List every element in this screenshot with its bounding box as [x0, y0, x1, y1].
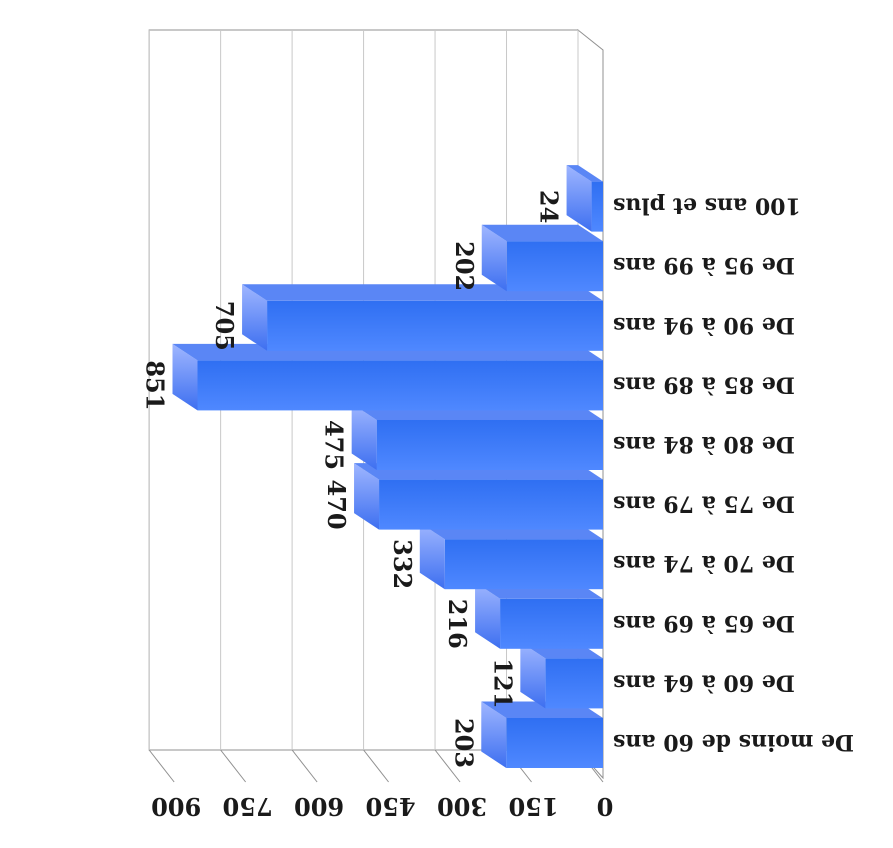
- bar-4: [419, 522, 603, 590]
- bar-bottom-face: [481, 224, 603, 242]
- bar-value-label: 851: [140, 360, 169, 410]
- category-label: De 80 à 84 ans: [613, 431, 795, 457]
- bar-8: [242, 284, 603, 351]
- bar-value-label: 216: [443, 599, 472, 649]
- category-label: De 70 à 74 ans: [613, 550, 795, 576]
- bar-5: [354, 463, 603, 530]
- y-tick-label: 0: [597, 792, 614, 821]
- bar-end-face: [475, 582, 501, 649]
- gridline-depth: [363, 749, 389, 783]
- bar-end-face: [520, 641, 546, 709]
- bar-7: [172, 343, 603, 411]
- category-label: De 60 à 64 ans: [613, 669, 795, 695]
- bar-2: [520, 641, 603, 709]
- bar-1: [481, 701, 603, 768]
- y-tick-label: 150: [508, 792, 558, 821]
- category-label: De 90 à 94 ans: [613, 312, 795, 338]
- gridline-depth: [148, 749, 175, 783]
- bar-front-face: [500, 598, 603, 649]
- gridline-depth: [291, 749, 318, 783]
- bar-9: [481, 224, 603, 292]
- bar-front-face: [591, 181, 603, 232]
- gridline-depth: [434, 749, 461, 783]
- bar-end-face: [419, 522, 445, 590]
- bar-end-face: [481, 701, 507, 768]
- category-label: De 75 à 79 ans: [613, 491, 795, 517]
- category-label: De 85 à 89 ans: [613, 371, 795, 397]
- bar-front-face: [267, 300, 603, 351]
- bar-front-face: [506, 718, 603, 768]
- bar-end-face: [354, 463, 380, 530]
- y-tick-label: 450: [366, 792, 416, 821]
- bar-value-label: 121: [488, 658, 517, 708]
- bar-end-face: [481, 224, 507, 292]
- y-tick-label: 900: [151, 792, 201, 821]
- y-tick-label: 600: [294, 792, 344, 821]
- chart-plot-rotated: 0 150 300 450 600 750 900 203 De moins de 60 ans…: [140, 28, 854, 821]
- bar-value-label: 705: [210, 301, 239, 351]
- bar-value-label: 203: [449, 718, 478, 768]
- bar-value-label: 202: [450, 241, 479, 291]
- bar-front-face: [197, 360, 603, 411]
- bar-10: [566, 165, 603, 232]
- bar-front-face: [379, 479, 603, 530]
- y-tick-label: 750: [223, 792, 273, 821]
- bar-front-face: [545, 658, 603, 709]
- bar-bottom-face: [566, 165, 603, 182]
- bar-front-face: [444, 539, 603, 590]
- bar-value-label: 332: [388, 539, 417, 589]
- bar-end-face: [242, 284, 268, 351]
- bar-value-label: 470: [322, 480, 351, 530]
- category-label: De 95 à 99 ans: [613, 252, 795, 278]
- gridline-depth: [220, 749, 247, 783]
- bar-value-label: 24: [535, 190, 564, 223]
- bar-6: [351, 403, 603, 470]
- y-tick-label: 300: [437, 792, 487, 821]
- category-label: 100 ans et plus: [613, 193, 801, 219]
- bar-end-face: [172, 343, 198, 411]
- category-label: De moins de 60 ans: [613, 729, 854, 755]
- bar-end-face: [566, 165, 592, 232]
- category-label: De 65 à 69 ans: [613, 610, 795, 636]
- bar-front-face: [506, 241, 603, 292]
- bar-value-label: 475: [320, 420, 349, 470]
- bar-3: [475, 582, 603, 649]
- bar-front-face: [376, 420, 603, 470]
- bar-end-face: [351, 403, 377, 470]
